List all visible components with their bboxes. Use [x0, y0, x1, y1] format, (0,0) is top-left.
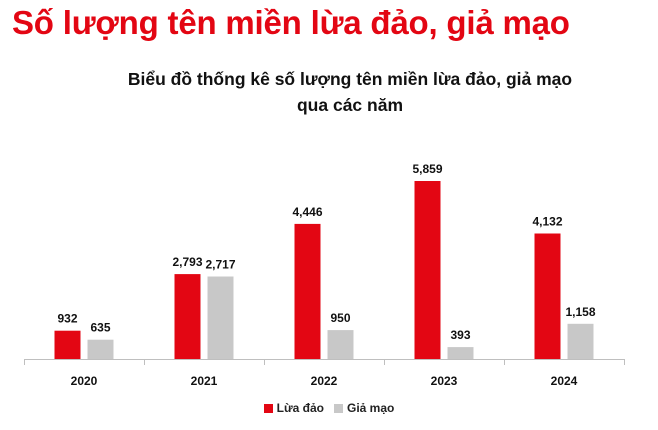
data-label-lua-dao-2023: 5,859 [412, 162, 442, 176]
bar-gia-mao-2024 [567, 323, 594, 359]
data-label-gia-mao-2022: 950 [330, 311, 350, 325]
bar-gia-mao-2022 [327, 330, 354, 359]
data-label-gia-mao-2023: 393 [450, 328, 470, 342]
category-label-2021: 2021 [191, 374, 218, 388]
legend-label-lua-dao: Lừa đảo [276, 401, 324, 415]
chart-title-line-1: Biểu đồ thống kê số lượng tên miền lừa đ… [127, 69, 573, 89]
chart-title-line-2: qua các năm [296, 95, 404, 115]
category-label-2024: 2024 [551, 374, 578, 388]
bar-lua-dao-2023 [414, 181, 441, 359]
bar-lua-dao-2024 [534, 233, 561, 359]
bar-gia-mao-2020 [87, 339, 114, 359]
legend-swatch-lua-dao [263, 403, 273, 413]
data-label-gia-mao-2021: 2,717 [205, 258, 235, 272]
bar-lua-dao-2020 [54, 330, 81, 359]
data-label-lua-dao-2024: 4,132 [532, 215, 562, 229]
legend-label-gia-mao: Giả mạo [347, 401, 395, 415]
page-heading: Số lượng tên miền lừa đảo, giả mạo [12, 4, 570, 41]
legend-item-lua-dao: Lừa đảo [263, 401, 324, 415]
category-label-2023: 2023 [431, 374, 458, 388]
chart-title: Biểu đồ thống kê số lượng tên miền lừa đ… [40, 66, 658, 118]
category-label-2020: 2020 [71, 374, 98, 388]
bar-lua-dao-2022 [294, 223, 321, 359]
legend-item-gia-mao: Giả mạo [334, 401, 394, 415]
data-label-gia-mao-2024: 1,158 [565, 305, 595, 319]
data-label-lua-dao-2021: 2,793 [172, 255, 202, 269]
data-label-lua-dao-2020: 932 [57, 312, 77, 326]
legend-swatch-gia-mao [334, 403, 343, 413]
bar-gia-mao-2023 [447, 347, 474, 359]
data-label-gia-mao-2020: 635 [90, 321, 110, 335]
category-label-2022: 2022 [311, 374, 338, 388]
bar-gia-mao-2021 [207, 276, 234, 359]
data-label-lua-dao-2022: 4,446 [292, 205, 322, 219]
bar-lua-dao-2021 [174, 274, 201, 359]
chart-legend: Lừa đảo Giả mạo [0, 401, 658, 415]
